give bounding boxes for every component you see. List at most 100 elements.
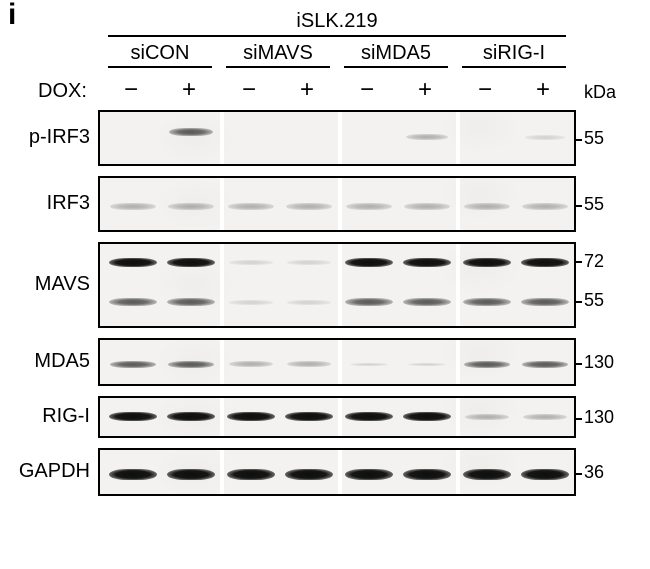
band xyxy=(521,298,569,306)
row-label-MAVS: MAVS xyxy=(0,273,90,296)
band xyxy=(346,203,392,210)
band xyxy=(110,203,156,210)
row-label-p-IRF3: p-IRF3 xyxy=(0,126,90,149)
dox-sign-4: − xyxy=(354,76,380,104)
lane-sep xyxy=(338,242,342,328)
dox-sign-6: − xyxy=(472,76,498,104)
mw-marker: 55 xyxy=(584,290,604,311)
lane-sep xyxy=(220,396,224,438)
band xyxy=(109,469,157,480)
western-blot-figure: i iSLK.219 siCON siMAVS siMDA5 siRIG-I D… xyxy=(0,0,650,569)
band xyxy=(464,203,510,210)
cell-line-title: iSLK.219 xyxy=(108,10,566,37)
row-label-RIG-I: RIG-I xyxy=(0,405,90,428)
band xyxy=(403,412,451,421)
kda-label: kDa xyxy=(584,82,616,103)
band xyxy=(408,363,446,366)
band xyxy=(345,298,393,306)
dox-label: DOX: xyxy=(38,80,87,103)
blot-MDA5 xyxy=(98,338,576,386)
band xyxy=(345,258,393,267)
band xyxy=(525,135,565,140)
blot-p-IRF3 xyxy=(98,110,576,166)
row-label-IRF3: IRF3 xyxy=(0,192,90,215)
lane-sep xyxy=(456,338,460,386)
band xyxy=(463,258,511,267)
band xyxy=(227,412,275,421)
band xyxy=(345,469,393,480)
band xyxy=(522,203,568,210)
dox-sign-3: + xyxy=(294,76,320,104)
lane-sep xyxy=(338,396,342,438)
band xyxy=(167,258,215,267)
lane-sep xyxy=(220,448,224,496)
band xyxy=(229,361,273,367)
lane-sep xyxy=(338,448,342,496)
band xyxy=(287,361,331,367)
band xyxy=(464,361,510,368)
dox-sign-2: − xyxy=(236,76,262,104)
band xyxy=(403,258,451,267)
mw-marker: 55 xyxy=(584,194,604,215)
band xyxy=(229,260,273,265)
dox-sign-1: + xyxy=(176,76,202,104)
row-label-MDA5: MDA5 xyxy=(0,350,90,373)
lane-sep xyxy=(220,242,224,328)
band xyxy=(403,469,451,480)
mw-marker: 72 xyxy=(584,251,604,272)
band xyxy=(404,203,450,210)
band xyxy=(109,412,157,421)
band xyxy=(463,298,511,306)
mw-marker: 130 xyxy=(584,407,614,428)
band xyxy=(229,300,273,305)
band xyxy=(403,298,451,306)
mw-marker: 130 xyxy=(584,352,614,373)
band xyxy=(168,361,214,368)
band xyxy=(109,258,157,267)
blot-MAVS xyxy=(98,242,576,328)
band xyxy=(521,258,569,267)
band xyxy=(167,469,215,480)
band xyxy=(287,260,331,265)
lane-sep xyxy=(456,242,460,328)
band xyxy=(522,361,568,368)
panel-id: i xyxy=(8,0,16,32)
band xyxy=(228,203,274,210)
row-label-GAPDH: GAPDH xyxy=(0,460,90,483)
cond-siRIGI: siRIG-I xyxy=(462,42,566,68)
band xyxy=(521,469,569,480)
band xyxy=(287,300,331,305)
lane-sep xyxy=(220,176,224,232)
band xyxy=(465,414,509,420)
dox-sign-5: + xyxy=(412,76,438,104)
band xyxy=(168,203,214,210)
dox-sign-0: − xyxy=(118,76,144,104)
band xyxy=(463,469,511,480)
lane-sep xyxy=(456,110,460,166)
blot-RIG-I xyxy=(98,396,576,438)
band xyxy=(167,298,215,306)
dox-sign-7: + xyxy=(530,76,556,104)
band xyxy=(523,414,567,420)
band xyxy=(167,412,215,421)
lane-sep xyxy=(220,338,224,386)
band xyxy=(109,298,157,306)
cond-siMAVS: siMAVS xyxy=(226,42,330,68)
lane-sep xyxy=(338,176,342,232)
lane-sep xyxy=(456,176,460,232)
band xyxy=(285,412,333,421)
band xyxy=(345,412,393,421)
blot-GAPDH xyxy=(98,448,576,496)
lane-sep xyxy=(338,338,342,386)
lane-sep xyxy=(338,110,342,166)
band xyxy=(169,128,213,136)
mw-marker: 36 xyxy=(584,462,604,483)
band xyxy=(286,203,332,210)
band xyxy=(406,134,448,140)
band xyxy=(227,469,275,480)
band xyxy=(350,363,388,366)
band xyxy=(285,469,333,480)
mw-marker: 55 xyxy=(584,128,604,149)
cond-siMDA5: siMDA5 xyxy=(344,42,448,68)
lane-sep xyxy=(456,396,460,438)
